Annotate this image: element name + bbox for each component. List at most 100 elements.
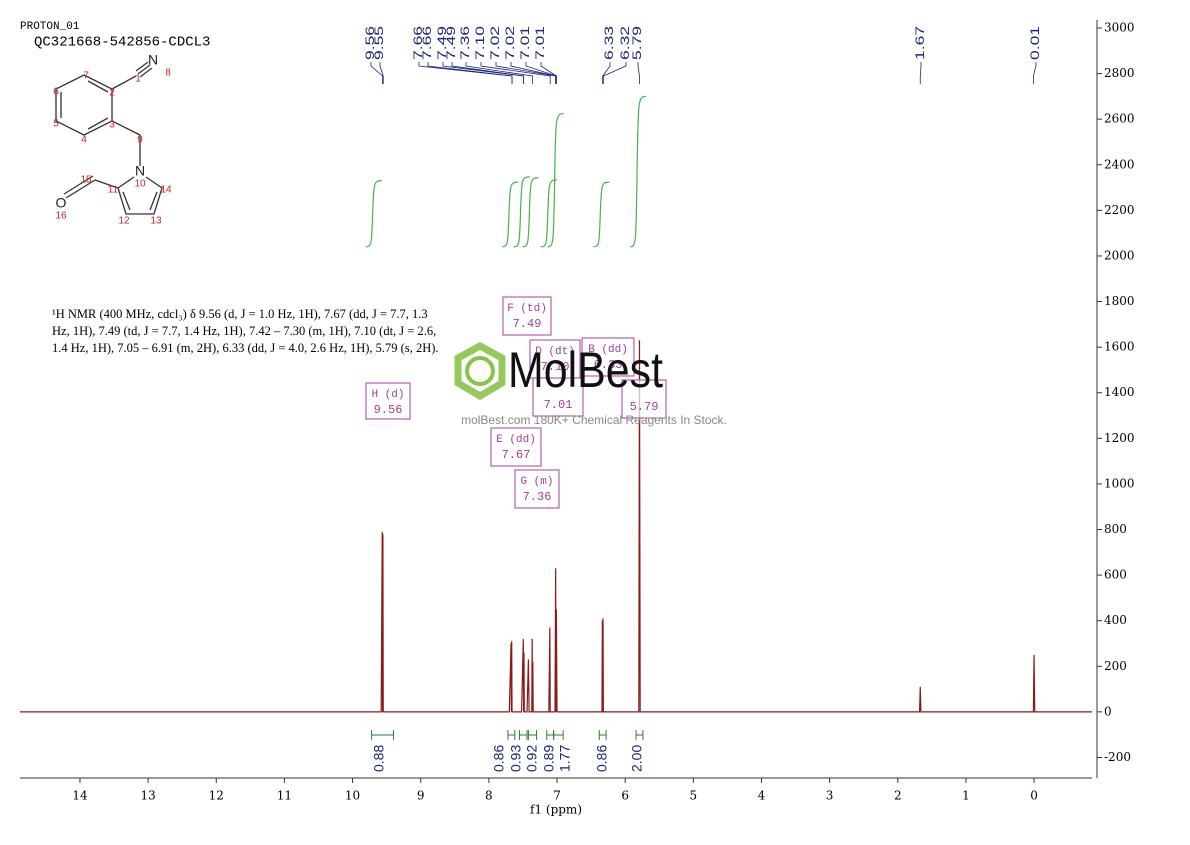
multiplet-box: [529, 339, 581, 379]
atom-label: 10: [134, 179, 146, 190]
peak-label: 5.79: [630, 26, 644, 60]
y-tick-label: 2600: [1104, 112, 1135, 126]
chart-subtitle: QC321668-542856-CDCL3: [34, 35, 210, 51]
atom-label: 13: [150, 216, 162, 227]
multiplet-box: [581, 337, 635, 377]
y-tick-label: 2000: [1104, 248, 1135, 262]
peak-leader: [379, 62, 384, 84]
peak-label: 1.67: [913, 26, 927, 60]
integral-curve: [501, 181, 518, 248]
bond: [149, 191, 158, 211]
atom-label: N: [135, 163, 145, 179]
integral-label: 1.77: [557, 745, 573, 772]
spectrum-line: [20, 340, 1092, 713]
integral-curve: [365, 180, 382, 248]
y-tick-label: -200: [1104, 750, 1131, 764]
multiplet-box: [490, 427, 542, 467]
y-tick-label: 1400: [1104, 385, 1135, 399]
multiplet-label: G (m): [520, 476, 553, 488]
peak-label: 7.36: [458, 26, 472, 60]
multiplet-shift: 7.10: [541, 360, 570, 374]
x-tick-label: 5: [690, 789, 698, 803]
bond: [137, 64, 151, 75]
integral-label: 0.89: [541, 745, 557, 772]
bond: [65, 179, 96, 199]
x-tick-label: 13: [140, 789, 155, 803]
atom-label: O: [56, 195, 67, 211]
integral-label: 0.86: [594, 745, 610, 772]
integral-curve: [522, 177, 539, 248]
multiplet-shift: 7.01: [544, 398, 573, 412]
molecule: [55, 61, 163, 215]
x-tick-label: 9: [417, 789, 425, 803]
bond: [135, 61, 149, 72]
bond: [111, 120, 141, 136]
x-tick-label: 12: [209, 789, 224, 803]
watermark-text: molBest.com 180K+ Chemical Reagents In S…: [461, 413, 727, 427]
peak-leader: [602, 62, 611, 84]
peak-leader: [637, 62, 640, 84]
integral-label: 2.00: [629, 745, 645, 772]
atom-label: 11: [108, 185, 119, 196]
x-tick-label: 14: [72, 789, 88, 803]
x-tick-label: 8: [485, 789, 493, 803]
atom-label: 16: [55, 211, 67, 222]
peak-label: 7.01: [533, 26, 547, 60]
bond: [111, 75, 137, 90]
peak-leader: [1032, 62, 1037, 84]
multiplet-box: [514, 469, 560, 509]
y-tick-label: 1800: [1104, 294, 1135, 308]
multiplet-shift: 7.36: [523, 490, 552, 504]
atom-label: 1: [135, 74, 141, 85]
atom-label: 9: [137, 135, 143, 146]
peak-leader: [510, 62, 557, 84]
integral-curve: [513, 176, 530, 248]
multiplet-label: E (dd): [496, 434, 536, 446]
multiplet-shift: 7.67: [502, 448, 531, 462]
peak-label: 7.66: [411, 26, 425, 60]
multiplet-shift: 6.33: [594, 358, 623, 372]
y-tick-label: 1000: [1104, 476, 1135, 490]
multiplet-shift: 7.49: [513, 317, 542, 331]
peak-label: 7.10: [473, 26, 487, 60]
multiplet-shift: 9.56: [374, 403, 403, 417]
peak-label: 7.66: [420, 26, 434, 60]
integral-curve: [630, 95, 647, 248]
peak-leader: [919, 62, 922, 84]
nmr-description: 1.4 Hz, 1H), 7.05 – 6.91 (m, 2H), 6.33 (…: [52, 341, 439, 355]
x-tick-label: 10: [345, 789, 360, 803]
y-tick-label: 1600: [1104, 340, 1135, 354]
x-tick-label: 4: [758, 789, 766, 803]
bond: [87, 80, 109, 93]
atom-label: 2: [109, 88, 115, 99]
atom-label: 15: [80, 175, 92, 186]
y-tick-label: 2400: [1104, 157, 1135, 171]
peak-label: 0.01: [1028, 26, 1042, 60]
atom-label: 4: [81, 135, 87, 146]
multiplet-box: [532, 377, 584, 417]
bond: [87, 117, 109, 130]
integral-curve: [593, 181, 610, 248]
peak-leader: [602, 62, 627, 84]
bond: [94, 179, 119, 189]
multiplet-box: [365, 382, 411, 420]
atom-label: 14: [160, 185, 172, 196]
x-tick-label: 0: [1030, 789, 1038, 803]
peak-leader: [370, 62, 383, 84]
multiplet-label: B (dd): [588, 344, 628, 356]
bond: [63, 175, 94, 195]
multiplet-label: F (td): [507, 303, 547, 315]
x-tick-label: 3: [826, 789, 834, 803]
bond: [122, 191, 131, 211]
y-tick-label: 3000: [1104, 20, 1135, 34]
y-tick-label: 600: [1104, 568, 1127, 582]
peak-leader: [465, 62, 533, 84]
multiplet-label: D (dt): [535, 346, 575, 358]
peak-label: 6.33: [602, 26, 616, 60]
x-tick-label: 2: [894, 789, 902, 803]
logo-hexagon: [454, 342, 506, 401]
peak-label: 7.49: [435, 26, 449, 60]
x-tick-label: 11: [277, 789, 292, 803]
x-tick-label: 1: [962, 789, 970, 803]
